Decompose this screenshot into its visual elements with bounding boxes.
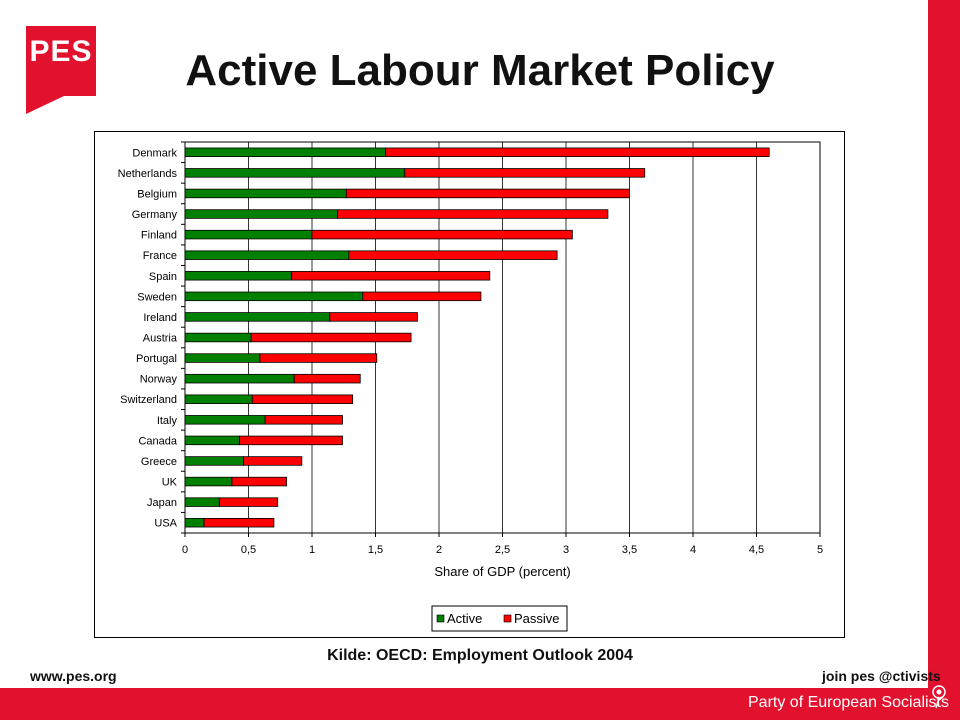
bar-passive bbox=[264, 415, 343, 425]
bar-passive bbox=[218, 497, 279, 507]
stacked-bar-chart: 0 0,5 1 1,5 2 2,5 3 3,5 4 4,5 5 Denmark Netherlands B… bbox=[118, 141, 823, 632]
bar-passive bbox=[348, 250, 558, 260]
bar-active bbox=[184, 332, 252, 343]
bar-passive bbox=[362, 291, 482, 302]
bar-passive bbox=[385, 147, 770, 158]
rose-icon bbox=[932, 685, 946, 709]
bar-active bbox=[184, 147, 387, 158]
bar-passive bbox=[404, 168, 646, 178]
category-label: Switzerland bbox=[120, 394, 177, 406]
category-label: Italy bbox=[157, 415, 178, 427]
category-label: Austria bbox=[143, 333, 178, 345]
footer-website-link[interactable]: www.pes.org bbox=[30, 668, 117, 684]
x-tick-label: 0 bbox=[182, 544, 188, 556]
bar-active bbox=[184, 168, 406, 178]
category-label: France bbox=[143, 250, 177, 262]
bar-active bbox=[184, 373, 295, 384]
category-label: Finland bbox=[141, 230, 177, 242]
bar-active bbox=[184, 250, 350, 260]
legend-swatch bbox=[436, 614, 445, 623]
pes-logo-text: PES bbox=[29, 35, 93, 68]
pes-speech-bubble-icon bbox=[26, 96, 64, 114]
bar-passive bbox=[336, 209, 609, 219]
x-tick-label: 0,5 bbox=[241, 544, 256, 556]
bar-passive bbox=[329, 312, 418, 322]
bar-active bbox=[184, 517, 205, 528]
x-tick-label: 2 bbox=[436, 544, 442, 556]
legend-label: Passive bbox=[514, 611, 560, 626]
category-label: USA bbox=[154, 518, 177, 530]
category-label: Japan bbox=[147, 497, 177, 509]
legend bbox=[431, 605, 568, 632]
brand-side-bar bbox=[928, 0, 960, 720]
bar-passive bbox=[243, 456, 303, 466]
x-tick-label: 3,5 bbox=[622, 544, 637, 556]
bar-passive bbox=[311, 229, 573, 240]
bar-active bbox=[184, 415, 266, 425]
bar-passive bbox=[251, 394, 354, 404]
brand-footer-bar bbox=[0, 688, 960, 720]
bar-active bbox=[184, 312, 331, 322]
category-label: Norway bbox=[140, 374, 178, 386]
pes-logo[interactable]: PES bbox=[26, 26, 96, 96]
category-label: Canada bbox=[138, 435, 177, 447]
bar-active bbox=[184, 188, 347, 199]
bar-passive bbox=[345, 188, 630, 199]
x-tick-label: 3 bbox=[563, 544, 569, 556]
bar-passive bbox=[291, 271, 491, 281]
bar-passive bbox=[239, 435, 343, 446]
category-label: Portugal bbox=[136, 353, 177, 365]
category-label: Greece bbox=[141, 456, 177, 468]
x-tick-label: 1 bbox=[309, 544, 315, 556]
bar-active bbox=[184, 456, 244, 466]
x-tick-label: 1,5 bbox=[368, 544, 383, 556]
bar-active bbox=[184, 209, 338, 219]
x-axis-title: Share of GDP (percent) bbox=[434, 564, 570, 579]
category-label: Ireland bbox=[143, 312, 177, 324]
bar-passive bbox=[259, 353, 378, 363]
bar-passive bbox=[250, 332, 412, 343]
legend-label: Active bbox=[447, 611, 482, 626]
category-label: Germany bbox=[132, 209, 178, 221]
footer-party-name: Party of European Socialists bbox=[748, 694, 949, 711]
legend-swatch bbox=[503, 614, 512, 623]
page-title: Active Labour Market Policy bbox=[185, 46, 775, 95]
bar-active bbox=[184, 353, 261, 363]
x-tick-label: 4 bbox=[690, 544, 696, 556]
x-tick-label: 4,5 bbox=[749, 544, 764, 556]
category-label: Denmark bbox=[132, 147, 177, 159]
bar-passive bbox=[231, 476, 288, 487]
footer-join-link[interactable]: join pes @ctivists bbox=[822, 668, 941, 684]
category-label: Sweden bbox=[137, 291, 177, 303]
chart-frame: 0 0,5 1 1,5 2 2,5 3 3,5 4 4,5 5 Denmark Netherlands B… bbox=[94, 131, 845, 638]
bar-active bbox=[184, 394, 253, 404]
bar-active bbox=[184, 435, 241, 446]
x-tick-label: 5 bbox=[817, 544, 823, 556]
bar-active bbox=[184, 497, 220, 507]
bar-active bbox=[184, 271, 293, 281]
category-label: Spain bbox=[149, 271, 177, 283]
bar-passive bbox=[293, 373, 361, 384]
bar-passive bbox=[203, 517, 275, 528]
source-note: Kilde: OECD: Employment Outlook 2004 bbox=[327, 647, 633, 664]
category-label: Belgium bbox=[137, 188, 177, 200]
x-tick-label: 2,5 bbox=[495, 544, 510, 556]
category-label: UK bbox=[162, 477, 178, 489]
bar-active bbox=[184, 291, 364, 302]
bar-active bbox=[184, 476, 233, 487]
category-label: Netherlands bbox=[118, 168, 178, 180]
bar-active bbox=[184, 229, 313, 240]
